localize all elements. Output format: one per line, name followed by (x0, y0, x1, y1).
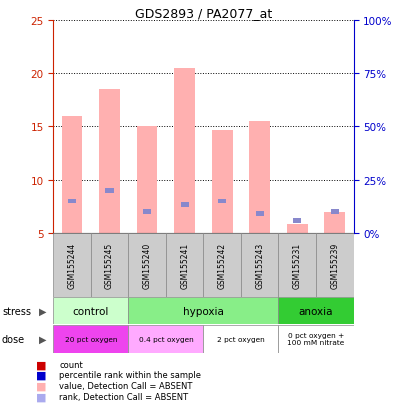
Text: 20 pct oxygen: 20 pct oxygen (65, 336, 117, 342)
Bar (316, 233, 354, 297)
Bar (53, 325, 128, 353)
Bar (174, 69, 195, 233)
Text: value, Detection Call = ABSENT: value, Detection Call = ABSENT (59, 381, 193, 390)
Bar (278, 297, 354, 324)
Text: 2 pct oxygen: 2 pct oxygen (217, 336, 265, 342)
Text: GSM155243: GSM155243 (255, 242, 264, 288)
Bar (128, 233, 166, 297)
Bar (166, 233, 203, 297)
Bar (62, 116, 83, 233)
Text: anoxia: anoxia (299, 306, 333, 316)
Bar (105, 188, 114, 193)
Text: dose: dose (2, 334, 25, 344)
Bar (137, 127, 158, 233)
Bar (256, 212, 264, 216)
Bar (53, 297, 128, 324)
Text: ■: ■ (36, 392, 46, 401)
Bar (128, 325, 203, 353)
Bar (218, 199, 226, 204)
Text: stress: stress (2, 306, 31, 316)
Text: rank, Detection Call = ABSENT: rank, Detection Call = ABSENT (59, 392, 188, 401)
Bar (331, 210, 339, 214)
Bar (68, 199, 76, 204)
Text: count: count (59, 360, 83, 369)
Bar (128, 297, 278, 324)
Text: ▶: ▶ (39, 306, 46, 316)
Bar (91, 233, 128, 297)
Bar (278, 233, 316, 297)
Text: ■: ■ (36, 359, 46, 369)
Bar (241, 233, 278, 297)
Text: GSM155242: GSM155242 (218, 242, 227, 288)
Bar (99, 90, 120, 233)
Bar (212, 130, 233, 233)
Text: ■: ■ (36, 381, 46, 391)
Text: GSM155240: GSM155240 (143, 242, 152, 288)
Bar (278, 325, 354, 353)
Text: GSM155231: GSM155231 (293, 242, 302, 288)
Bar (203, 233, 241, 297)
Bar (293, 218, 301, 223)
Text: GSM155245: GSM155245 (105, 242, 114, 288)
Text: 0.4 pct oxygen: 0.4 pct oxygen (139, 336, 193, 342)
Bar (53, 233, 91, 297)
Title: GDS2893 / PA2077_at: GDS2893 / PA2077_at (135, 7, 272, 19)
Bar (181, 202, 189, 207)
Text: hypoxia: hypoxia (183, 306, 224, 316)
Bar (324, 212, 345, 233)
Text: GSM155241: GSM155241 (180, 242, 189, 288)
Text: 0 pct oxygen +
100 mM nitrate: 0 pct oxygen + 100 mM nitrate (288, 332, 344, 346)
Text: percentile rank within the sample: percentile rank within the sample (59, 370, 201, 380)
Text: control: control (73, 306, 109, 316)
Text: GSM155244: GSM155244 (68, 242, 77, 288)
Bar (143, 210, 151, 214)
Text: ■: ■ (36, 370, 46, 380)
Text: GSM155239: GSM155239 (330, 242, 339, 288)
Bar (203, 325, 278, 353)
Bar (249, 122, 270, 233)
Bar (287, 225, 308, 233)
Text: ▶: ▶ (39, 334, 46, 344)
